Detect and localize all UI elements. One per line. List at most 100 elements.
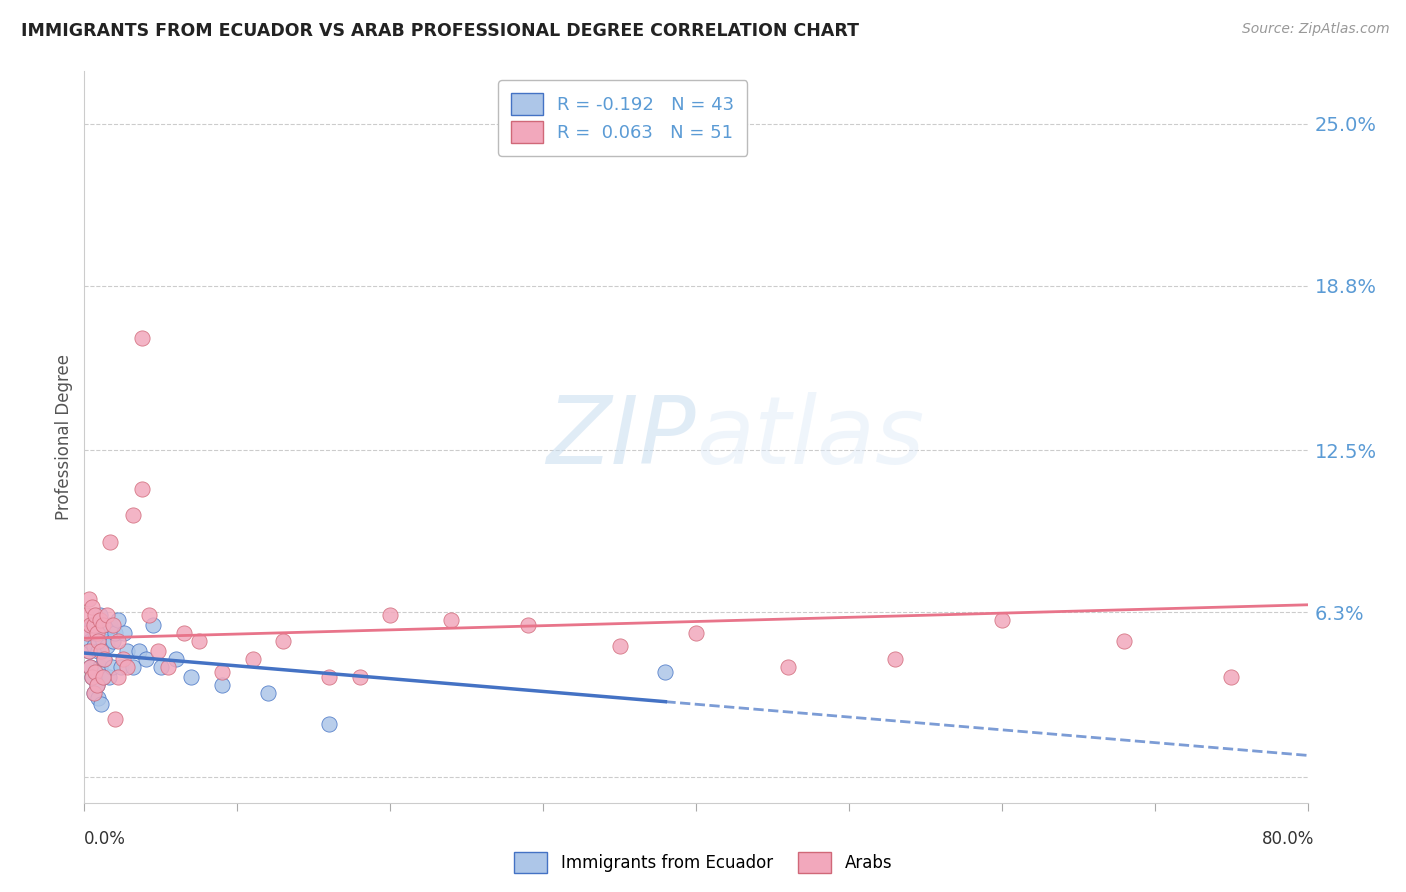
Point xyxy=(76,626,98,640)
Point xyxy=(90,626,112,640)
Point xyxy=(94,626,117,640)
Point xyxy=(80,618,103,632)
Point xyxy=(96,607,118,622)
Point xyxy=(349,670,371,684)
Point xyxy=(654,665,676,680)
Point xyxy=(135,652,157,666)
Point xyxy=(80,599,103,614)
Point xyxy=(101,660,124,674)
Point xyxy=(76,626,98,640)
Point xyxy=(211,665,233,680)
Point xyxy=(1114,633,1136,648)
Point xyxy=(440,613,463,627)
Point xyxy=(89,607,111,622)
Point xyxy=(91,633,114,648)
Point xyxy=(242,652,264,666)
Point xyxy=(104,712,127,726)
Point xyxy=(991,613,1014,627)
Point xyxy=(84,665,107,680)
Point xyxy=(84,607,107,622)
Point xyxy=(80,670,103,684)
Point xyxy=(79,660,101,674)
Point xyxy=(110,660,132,674)
Y-axis label: Professional Degree: Professional Degree xyxy=(55,354,73,520)
Point xyxy=(86,626,108,640)
Point xyxy=(90,644,112,658)
Point xyxy=(380,607,402,622)
Text: IMMIGRANTS FROM ECUADOR VS ARAB PROFESSIONAL DEGREE CORRELATION CHART: IMMIGRANTS FROM ECUADOR VS ARAB PROFESSI… xyxy=(21,22,859,40)
Point xyxy=(115,644,138,658)
Point xyxy=(318,717,340,731)
Point xyxy=(90,697,112,711)
Point xyxy=(188,633,211,648)
Point xyxy=(87,691,110,706)
Point xyxy=(80,670,103,684)
Point xyxy=(128,644,150,658)
Point xyxy=(115,660,138,674)
Point xyxy=(685,626,707,640)
Point xyxy=(107,613,129,627)
Point xyxy=(173,626,195,640)
Point xyxy=(96,639,118,653)
Point xyxy=(79,618,101,632)
Point xyxy=(146,644,169,658)
Point xyxy=(131,483,153,497)
Point xyxy=(776,660,799,674)
Point xyxy=(89,613,111,627)
Point xyxy=(138,607,160,622)
Point xyxy=(91,670,114,684)
Point xyxy=(318,670,340,684)
Point xyxy=(83,639,105,653)
Point xyxy=(98,534,121,549)
Text: atlas: atlas xyxy=(696,392,924,483)
Legend: R = -0.192   N = 43, R =  0.063   N = 51: R = -0.192 N = 43, R = 0.063 N = 51 xyxy=(498,80,747,156)
Point xyxy=(86,678,108,692)
Point xyxy=(149,660,172,674)
Point xyxy=(257,686,280,700)
Text: 0.0%: 0.0% xyxy=(84,830,127,847)
Legend: Immigrants from Ecuador, Arabs: Immigrants from Ecuador, Arabs xyxy=(508,846,898,880)
Point xyxy=(83,618,105,632)
Point xyxy=(98,618,121,632)
Point xyxy=(883,652,905,666)
Point xyxy=(142,618,165,632)
Point xyxy=(103,618,125,632)
Point xyxy=(75,607,97,622)
Point xyxy=(112,626,135,640)
Point xyxy=(107,633,129,648)
Point xyxy=(97,670,120,684)
Point xyxy=(180,670,202,684)
Point xyxy=(93,652,115,666)
Point xyxy=(79,633,101,648)
Point xyxy=(91,618,114,632)
Point xyxy=(122,660,145,674)
Point xyxy=(86,678,108,692)
Point xyxy=(93,652,115,666)
Point xyxy=(122,508,145,523)
Point xyxy=(271,633,294,648)
Point xyxy=(87,644,110,658)
Point xyxy=(157,660,180,674)
Point xyxy=(84,665,107,680)
Text: 80.0%: 80.0% xyxy=(1263,830,1315,847)
Point xyxy=(165,652,187,666)
Point xyxy=(86,618,108,632)
Point xyxy=(79,660,101,674)
Point xyxy=(83,686,105,700)
Point xyxy=(1220,670,1243,684)
Point xyxy=(609,639,631,653)
Point xyxy=(131,331,153,345)
Text: Source: ZipAtlas.com: Source: ZipAtlas.com xyxy=(1241,22,1389,37)
Point xyxy=(89,660,111,674)
Point xyxy=(77,592,100,607)
Point xyxy=(211,678,233,692)
Point xyxy=(516,618,538,632)
Point xyxy=(104,626,127,640)
Point xyxy=(87,633,110,648)
Point xyxy=(107,670,129,684)
Point xyxy=(111,652,134,666)
Point xyxy=(77,644,100,658)
Point xyxy=(91,670,114,684)
Point xyxy=(83,686,105,700)
Point xyxy=(103,633,125,648)
